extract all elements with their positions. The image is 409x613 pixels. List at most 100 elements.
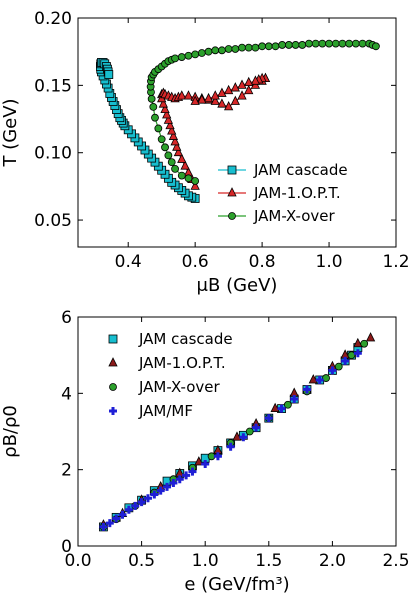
data-point [171, 54, 179, 63]
series-square [96, 58, 200, 203]
data-point [218, 46, 226, 55]
legend-label: JAM/MF [138, 402, 193, 420]
data-point [169, 479, 178, 488]
data-point [154, 124, 163, 133]
data-point [338, 39, 347, 48]
legend-marker [108, 334, 118, 344]
plot-frame [77, 316, 397, 547]
data-point [331, 39, 340, 48]
y-axis-title: ρB/ρ0 [0, 405, 21, 458]
data-point [104, 70, 114, 79]
data-point [264, 414, 273, 423]
data-point [168, 130, 179, 140]
data-point [325, 39, 333, 48]
x-axis-title: e (GeV/fm³) [184, 574, 289, 595]
data-point [232, 431, 242, 441]
data-point [245, 427, 254, 436]
data-point [105, 519, 114, 528]
legend-marker [227, 165, 237, 175]
data-point [118, 510, 127, 519]
data-point [163, 114, 174, 124]
data-point [244, 76, 254, 87]
data-point [358, 39, 367, 48]
data-point [177, 53, 186, 61]
data-point [177, 171, 186, 180]
data-point [177, 153, 187, 163]
series-plus [99, 349, 362, 531]
data-point [210, 95, 220, 105]
data-point [158, 98, 169, 108]
data-point [204, 47, 213, 56]
data-point [291, 41, 300, 49]
x-tick-label: 0.8 [249, 252, 276, 272]
series-circle [146, 39, 380, 185]
data-point [157, 135, 166, 144]
data-point [318, 39, 327, 48]
data-point [345, 39, 354, 48]
data-point [124, 505, 133, 514]
legend-label: JAM-1.O.P.T. [253, 184, 341, 202]
data-point [175, 475, 184, 484]
data-point [167, 158, 176, 167]
data-point [264, 42, 273, 51]
data-point [137, 498, 146, 507]
y-tick-label: 0 [61, 537, 72, 557]
data-point [165, 119, 175, 130]
top-panel-phase-diagram: 0.4 0.6 0.8 1.0 1.2 0.05 0.10 0.15 0.20 μB (GeV) T… [0, 9, 409, 296]
legend-label: JAM-X-over [138, 378, 221, 396]
data-point [131, 501, 140, 510]
data-point [147, 94, 156, 103]
data-point [183, 90, 194, 100]
data-point [197, 94, 207, 104]
data-point [365, 332, 376, 342]
x-tick-label: 1.0 [316, 252, 343, 272]
data-point [239, 433, 248, 442]
data-point [252, 423, 261, 432]
data-point [173, 146, 184, 157]
x-tick-label: 2.0 [319, 551, 346, 571]
legend: JAM cascade JAM-1.O.P.T. JAM-X-over [218, 161, 348, 225]
x-tick-label: 0.4 [115, 252, 142, 272]
data-point [99, 522, 108, 531]
data-point [353, 337, 363, 348]
legend-label: JAM cascade [253, 161, 348, 179]
data-point [238, 43, 246, 52]
data-point [213, 452, 222, 461]
data-point [177, 90, 187, 100]
data-point [190, 180, 200, 190]
legend-marker [109, 383, 117, 391]
data-point [305, 39, 313, 48]
data-point [347, 351, 356, 360]
data-point [277, 404, 286, 413]
legend-marker [228, 212, 236, 220]
data-point [244, 84, 254, 95]
data-point [167, 125, 177, 135]
data-point [322, 374, 330, 382]
data-point [270, 402, 280, 413]
data-point [164, 151, 173, 160]
data-point [351, 39, 360, 48]
x-axis-title: μB (GeV) [197, 275, 278, 296]
y-tick-label: 2 [61, 461, 72, 481]
x-tick-label: 0.5 [128, 551, 155, 571]
data-point [188, 467, 197, 476]
data-point [170, 136, 180, 146]
data-point [224, 45, 233, 53]
data-point [217, 87, 227, 97]
data-point [180, 160, 190, 170]
legend-marker [108, 357, 118, 367]
y-axis-title: T (GeV) [0, 98, 21, 167]
data-point [201, 459, 210, 468]
legend-marker [109, 407, 117, 415]
data-point [302, 385, 311, 394]
data-point [143, 494, 152, 503]
data-point [184, 51, 193, 60]
data-point [191, 50, 200, 59]
data-point [251, 43, 260, 52]
data-point [149, 103, 158, 111]
x-tick-label: 0.6 [182, 252, 209, 272]
legend: JAM cascade JAM-1.O.P.T. JAM-X-over JAM/MF [108, 330, 233, 420]
data-point [360, 339, 369, 348]
x-tick-label: 1.5 [255, 551, 282, 571]
